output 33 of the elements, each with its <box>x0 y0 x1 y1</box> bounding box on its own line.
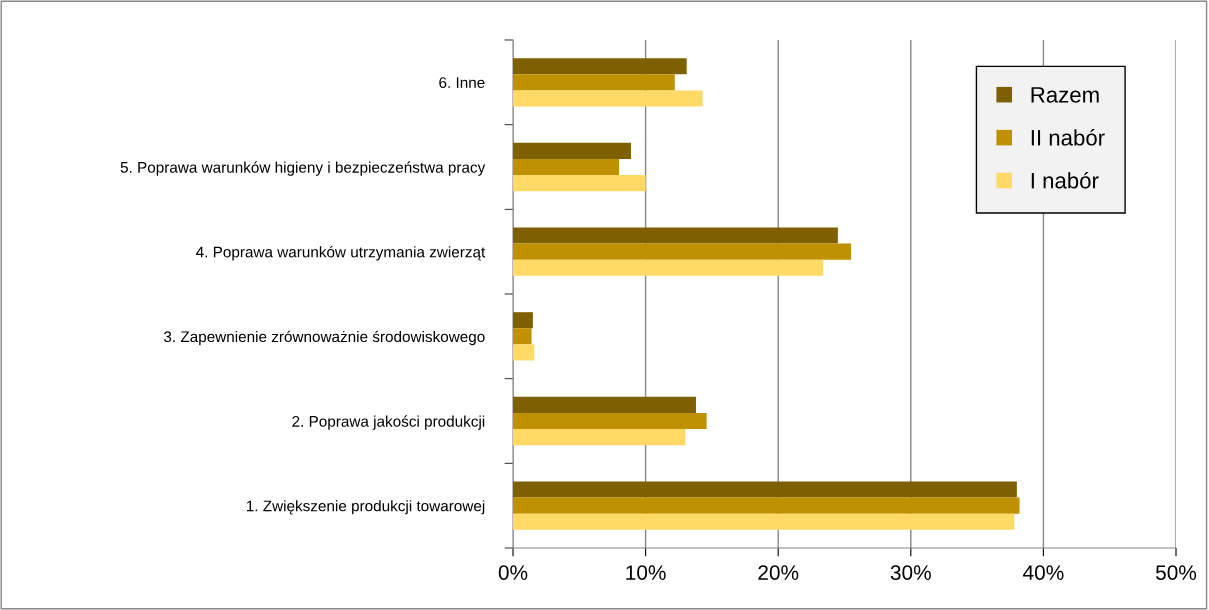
bar <box>513 328 532 345</box>
bar <box>513 497 1020 514</box>
y-tick-label: 4. Poprawa warunków utrzymania zwierząt <box>196 246 486 261</box>
bar <box>513 90 703 107</box>
bar <box>513 344 535 361</box>
y-tick-label: 3. Zapewnienie zrównoważnie środowiskowego <box>163 330 485 346</box>
legend-label: I nabór <box>1031 171 1099 189</box>
bar <box>513 243 852 260</box>
bar <box>513 412 707 430</box>
bar <box>513 312 533 329</box>
bar <box>513 158 620 176</box>
y-tick-label: 6. Inne <box>439 77 485 89</box>
y-tick-label: 2. Poprawa jakości produkcji <box>292 415 485 430</box>
x-tick-label: 0% <box>498 565 528 580</box>
bar <box>513 513 1015 530</box>
bar <box>513 58 687 75</box>
bar <box>513 175 646 192</box>
y-tick-label: 1. Zwiększenie produkcji towarowej <box>246 500 485 515</box>
y-tick-label: 5. Poprawa warunków higieny i bezpieczeństwa pracy <box>120 161 486 176</box>
bar <box>513 481 1017 498</box>
bar <box>513 429 686 446</box>
bar <box>513 259 824 276</box>
x-tick-label: 40% <box>1023 565 1064 580</box>
bar <box>513 74 675 91</box>
x-tick-label: 30% <box>890 565 931 580</box>
bar <box>513 396 696 413</box>
bar <box>513 142 632 159</box>
legend-label: Razem <box>1031 87 1099 103</box>
x-tick-label: 50% <box>1155 565 1197 580</box>
legend-label: II nabór <box>1031 129 1105 146</box>
x-tick-label: 20% <box>758 565 799 580</box>
x-tick-label: 10% <box>626 565 666 580</box>
bar <box>513 227 838 244</box>
